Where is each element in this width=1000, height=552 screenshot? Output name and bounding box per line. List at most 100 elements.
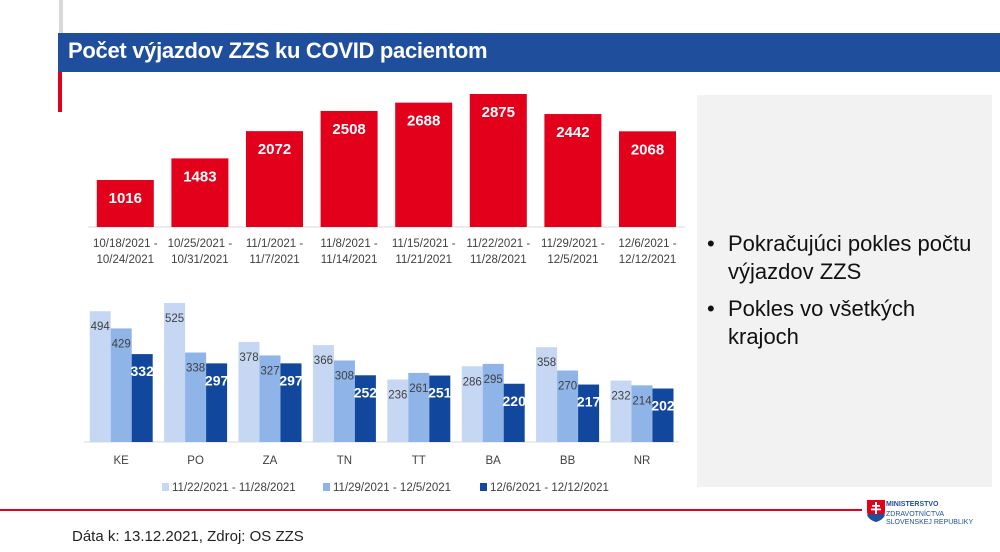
bar-value-label: 270 — [558, 381, 577, 393]
bar-value-label: 2875 — [482, 104, 515, 121]
bar-value-label: 332 — [131, 363, 155, 379]
bar-value-label: 220 — [503, 393, 527, 409]
x-tick-label: 11/29/2021 - — [541, 238, 605, 250]
bar-NR-series-0 — [610, 380, 632, 442]
x-tick-label: 12/5/2021 — [547, 254, 598, 266]
x-tick-label: 11/14/2021 — [321, 254, 378, 266]
bullet-list: • Pokračujúci pokles počtu výjazdov ZZS •… — [707, 230, 992, 360]
x-tick-label: 12/12/2021 — [619, 254, 677, 266]
page-title: Počet výjazdov ZZS ku COVID pacientom — [68, 38, 488, 63]
x-tick-label: TN — [337, 455, 352, 467]
bar-TT-series-2 — [429, 375, 451, 442]
bar-value-label: 297 — [205, 372, 229, 388]
x-tick-label: 11/7/2021 — [249, 254, 299, 266]
bar-value-label: 358 — [537, 357, 556, 369]
bar-value-label: 429 — [112, 338, 131, 350]
bullet-text: Pokračujúci pokles počtu výjazdov ZZS — [728, 231, 972, 284]
bar-1 — [171, 158, 229, 227]
bar-value-label: 236 — [388, 390, 407, 402]
title-bar: Počet výjazdov ZZS ku COVID pacientom — [58, 33, 1000, 72]
legend-swatch-1 — [323, 483, 330, 491]
legend-swatch-2 — [480, 483, 487, 491]
bar-KE-series-1 — [110, 328, 132, 442]
bullet-text: Pokles vo všetkých krajoch — [728, 296, 916, 349]
x-tick-label: KE — [114, 455, 130, 467]
x-tick-label: TT — [412, 455, 426, 467]
x-tick-label: BA — [486, 455, 502, 467]
bar-value-label: 525 — [165, 313, 184, 325]
x-tick-label: 10/18/2021 - — [93, 238, 158, 250]
footer-divider — [0, 509, 980, 511]
bar-BB-series-1 — [557, 370, 579, 442]
x-tick-label: 11/1/2021 - — [246, 238, 304, 250]
bar-4 — [395, 102, 453, 227]
x-tick-label: ZA — [263, 455, 278, 467]
bar-ZA-series-2 — [280, 363, 302, 442]
bar-NR-series-1 — [631, 385, 653, 442]
decorative-grey-line — [59, 0, 63, 33]
x-tick-label: NR — [634, 455, 651, 467]
bullet-icon: • — [707, 296, 715, 321]
bar-value-label: 2688 — [407, 113, 440, 130]
x-tick-label: 11/8/2021 - — [320, 238, 378, 250]
x-tick-label: 10/25/2021 - — [168, 238, 233, 250]
legend-swatch-0 — [162, 483, 169, 491]
bar-2 — [246, 131, 303, 227]
bullet-item: • Pokles vo všetkých krajoch — [707, 295, 992, 351]
bar-5 — [469, 94, 527, 227]
bar-value-label: 327 — [260, 365, 279, 377]
bar-3 — [320, 110, 378, 227]
bar-TT-series-0 — [387, 379, 409, 442]
bar-BA-series-1 — [482, 363, 504, 442]
summary-panel: • Pokračujúci pokles počtu výjazdov ZZS •… — [697, 95, 992, 487]
x-tick-label: PO — [187, 455, 204, 467]
legend-label: 12/6/2021 - 12/12/2021 — [490, 482, 609, 494]
bullet-item: • Pokračujúci pokles počtu výjazdov ZZS — [707, 230, 992, 286]
bar-value-label: 214 — [632, 395, 652, 407]
bar-value-label: 2508 — [332, 121, 365, 138]
bar-PO-series-2 — [206, 363, 228, 442]
bar-TN-series-0 — [312, 345, 334, 442]
bar-TT-series-1 — [408, 372, 430, 442]
bar-value-label: 2068 — [631, 141, 664, 158]
bar-value-label: 217 — [577, 394, 601, 410]
bar-value-label: 297 — [279, 372, 303, 388]
bar-ZA-series-0 — [238, 341, 260, 442]
ministry-logo: MINISTERSTVO ZDRAVOTNÍCTVA SLOVENSKEJ RE… — [862, 497, 980, 526]
data-source-note: Dáta k: 13.12.2021, Zdroj: OS ZZS — [72, 528, 304, 545]
legend-label: 11/29/2021 - 12/5/2021 — [333, 482, 451, 494]
bar-value-label: 378 — [239, 352, 258, 364]
bar-BA-series-2 — [503, 383, 525, 442]
bar-value-label: 366 — [314, 355, 333, 367]
bar-value-label: 2072 — [258, 141, 291, 158]
bar-PO-series-1 — [185, 352, 207, 442]
bar-PO-series-0 — [164, 303, 186, 442]
bar-value-label: 252 — [354, 384, 378, 400]
decorative-red-line — [58, 72, 62, 112]
bar-value-label: 2442 — [556, 124, 589, 141]
bar-TN-series-1 — [333, 360, 355, 442]
logo-text-name: ZDRAVOTNÍCTVA SLOVENSKEJ REPUBLIKY — [886, 511, 974, 526]
bar-value-label: 295 — [484, 374, 503, 386]
charts: 1016 10/18/2021 - 10/24/2021 1483 10/25/2021… — [84, 94, 685, 494]
x-tick-label: 11/22/2021 - — [466, 238, 530, 250]
bar-value-label: 232 — [611, 391, 630, 403]
bar-ZA-series-1 — [259, 355, 281, 442]
legend-label: 11/22/2021 - 11/28/2021 — [172, 482, 296, 494]
bullet-icon: • — [707, 231, 715, 256]
bar-value-label: 202 — [651, 398, 675, 414]
bar-0 — [96, 179, 154, 227]
bar-value-label: 251 — [428, 385, 452, 401]
x-tick-label: 11/15/2021 - — [392, 238, 456, 250]
slovak-coat-of-arms-icon — [867, 500, 885, 522]
bar-KE-series-0 — [89, 311, 111, 442]
bar-BB-series-2 — [578, 384, 600, 442]
bar-value-label: 261 — [409, 383, 428, 395]
bar-value-label: 1483 — [183, 168, 216, 185]
bar-KE-series-2 — [131, 354, 153, 442]
x-tick-label: 10/31/2021 — [171, 254, 229, 266]
bar-NR-series-2 — [652, 388, 674, 442]
bar-value-label: 286 — [463, 376, 482, 388]
bar-value-label: 308 — [335, 370, 354, 382]
bar-BB-series-0 — [536, 347, 558, 442]
